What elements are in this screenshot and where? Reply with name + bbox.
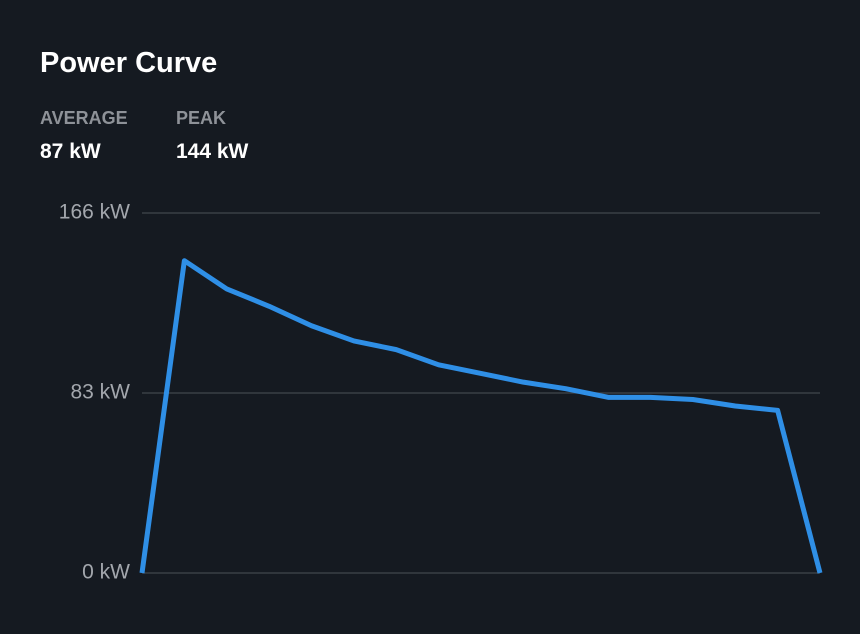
y-tick-label: 0 kW <box>82 561 130 584</box>
stat-label: AVERAGE <box>40 108 128 128</box>
stat-label: PEAK <box>176 108 226 128</box>
stat-value: 144 kW <box>176 140 249 163</box>
stat-value: 87 kW <box>40 140 101 163</box>
chart-title: Power Curve <box>40 47 217 79</box>
y-tick-label: 166 kW <box>59 201 130 224</box>
y-tick-label: 83 kW <box>70 381 130 404</box>
power-line <box>139 258 823 574</box>
